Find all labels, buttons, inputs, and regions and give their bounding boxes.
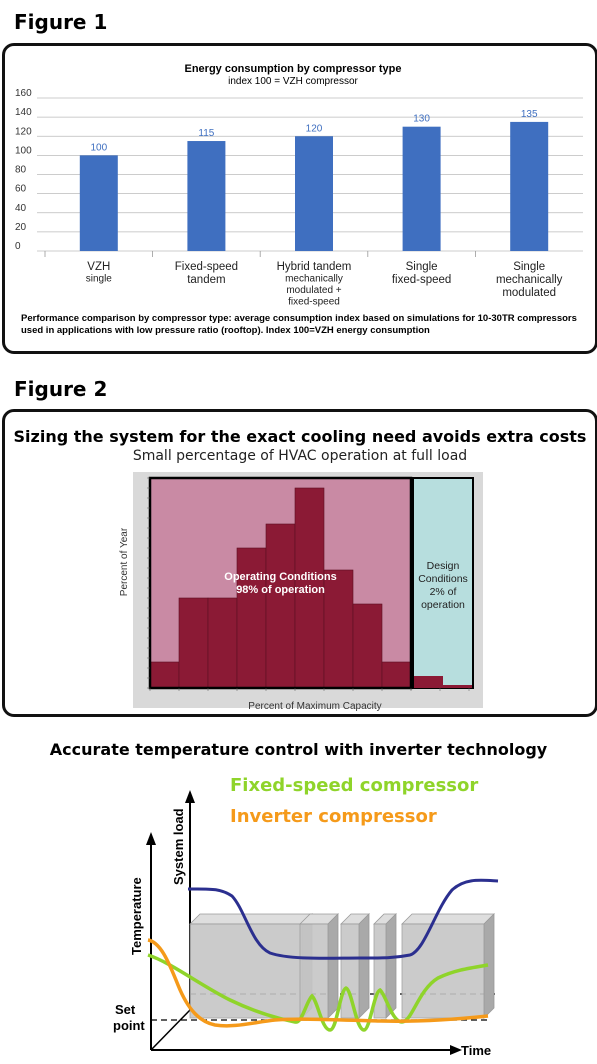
operating-bar bbox=[207, 597, 238, 689]
category-label: mechanically bbox=[285, 274, 343, 285]
figure-1-label: Figure 1 bbox=[14, 10, 108, 34]
figure-1-panel: Energy consumption by compressor type in… bbox=[2, 43, 597, 354]
temperature-axis-arrow bbox=[146, 832, 156, 845]
fixed-speed-curve bbox=[147, 953, 489, 1032]
system-load-axis-arrow bbox=[185, 790, 195, 803]
operating-bar bbox=[381, 661, 412, 689]
figure-3-title: Accurate temperature control with invert… bbox=[49, 740, 548, 759]
figure-2-panel: Sizing the system for the exact cooling … bbox=[2, 409, 597, 717]
category-label: fixed-speed bbox=[288, 297, 340, 308]
temperature-axis-label: Temperature bbox=[129, 877, 144, 955]
y-tick-label: 100 bbox=[15, 145, 32, 156]
operating-bar bbox=[352, 603, 383, 689]
bar-value-label: 130 bbox=[413, 114, 430, 125]
operating-region-border bbox=[148, 476, 413, 690]
set-point-label-2: point bbox=[113, 1018, 145, 1033]
category-label: VZH bbox=[87, 261, 110, 273]
set-point-label-1: Set bbox=[115, 1002, 136, 1017]
bar-value-label: 120 bbox=[306, 123, 323, 134]
design-bar bbox=[443, 685, 472, 688]
load-block-top bbox=[340, 913, 370, 925]
load-block bbox=[299, 923, 329, 1019]
legend-inverter: Inverter compressor bbox=[230, 806, 437, 827]
time-axis-arrow bbox=[450, 1045, 462, 1055]
bar bbox=[402, 126, 441, 251]
load-block-side bbox=[483, 913, 495, 1019]
legend-fixed-speed: Fixed-speed compressor bbox=[230, 775, 478, 796]
figure-2-title: Sizing the system for the exact cooling … bbox=[13, 427, 587, 446]
load-block-side bbox=[301, 913, 313, 1019]
y-axis-label: Percent of Year bbox=[119, 527, 130, 596]
design-label: 2% of bbox=[430, 586, 457, 598]
operating-bar bbox=[265, 523, 296, 689]
y-tick-label: 120 bbox=[15, 126, 32, 137]
chart-note-line-1: Performance comparison by compressor typ… bbox=[21, 313, 577, 324]
figure-2-subtitle: Small percentage of HVAC operation at fu… bbox=[132, 448, 468, 464]
y-tick-label: 20 bbox=[15, 222, 27, 233]
category-label: Single bbox=[406, 261, 438, 273]
design-label: operation bbox=[421, 599, 465, 611]
load-block-top bbox=[189, 913, 313, 925]
category-label: Fixed-speed bbox=[175, 261, 238, 273]
bar-value-label: 115 bbox=[198, 128, 214, 139]
category-label: fixed-speed bbox=[392, 274, 451, 286]
bar bbox=[79, 155, 118, 251]
load-block-side bbox=[385, 913, 397, 1019]
load-distribution-chart: Percent of Year Percent of Maximum Capac… bbox=[119, 472, 483, 712]
bar-value-label: 100 bbox=[90, 142, 107, 153]
operating-bar bbox=[149, 661, 180, 689]
design-label: Design bbox=[427, 560, 460, 572]
x-axis-label: Percent of Maximum Capacity bbox=[248, 701, 381, 712]
chart-subtitle: index 100 = VZH compressor bbox=[228, 76, 358, 87]
y-tick-label: 0 bbox=[15, 241, 21, 252]
operating-bar bbox=[236, 547, 267, 689]
y-tick-label: 160 bbox=[15, 88, 32, 99]
load-block bbox=[401, 923, 485, 1019]
y-tick-label: 80 bbox=[15, 165, 27, 176]
figure-2-label: Figure 2 bbox=[14, 377, 108, 401]
y-tick-label: 140 bbox=[15, 107, 32, 118]
energy-bar-chart: Energy consumption by compressor type in… bbox=[15, 63, 583, 308]
bar bbox=[295, 136, 333, 251]
category-label: tandem bbox=[187, 274, 225, 286]
operating-bar bbox=[178, 597, 209, 689]
operating-label-2: 98% of operation bbox=[236, 584, 325, 596]
design-label: Conditions bbox=[418, 573, 468, 585]
operating-label-1: Operating Conditions bbox=[224, 571, 336, 583]
time-axis-label: Time bbox=[461, 1043, 491, 1058]
operating-bar bbox=[323, 569, 354, 689]
load-block-top bbox=[373, 913, 397, 925]
system-load-label: System load bbox=[171, 808, 186, 885]
load-block-side bbox=[358, 913, 370, 1019]
category-label: mechanically bbox=[496, 274, 563, 286]
category-label: modulated + bbox=[286, 285, 341, 296]
operating-bar bbox=[294, 487, 325, 689]
chart-note-line-2: used in applications with low pressure r… bbox=[21, 325, 430, 336]
y-tick-label: 60 bbox=[15, 184, 27, 195]
load-block-side bbox=[327, 913, 339, 1019]
load-block bbox=[189, 923, 303, 1019]
bar bbox=[187, 141, 226, 251]
y-tick-label: 40 bbox=[15, 203, 27, 214]
depth-axis bbox=[150, 1009, 191, 1051]
load-block bbox=[373, 923, 387, 1019]
design-bar bbox=[414, 676, 443, 688]
system-load-curve bbox=[187, 878, 499, 960]
load-block-top bbox=[401, 913, 495, 925]
category-label: modulated bbox=[502, 287, 556, 299]
category-label: Hybrid tandem bbox=[277, 261, 352, 273]
category-label: single bbox=[86, 274, 113, 285]
design-region bbox=[412, 477, 474, 689]
bar bbox=[510, 121, 549, 251]
category-label: Single bbox=[513, 261, 545, 273]
chart-title: Energy consumption by compressor type bbox=[185, 63, 402, 75]
bar-value-label: 135 bbox=[521, 109, 538, 120]
load-block bbox=[340, 923, 360, 1019]
load-block-top bbox=[299, 913, 339, 925]
inverter-curve bbox=[147, 938, 489, 1028]
